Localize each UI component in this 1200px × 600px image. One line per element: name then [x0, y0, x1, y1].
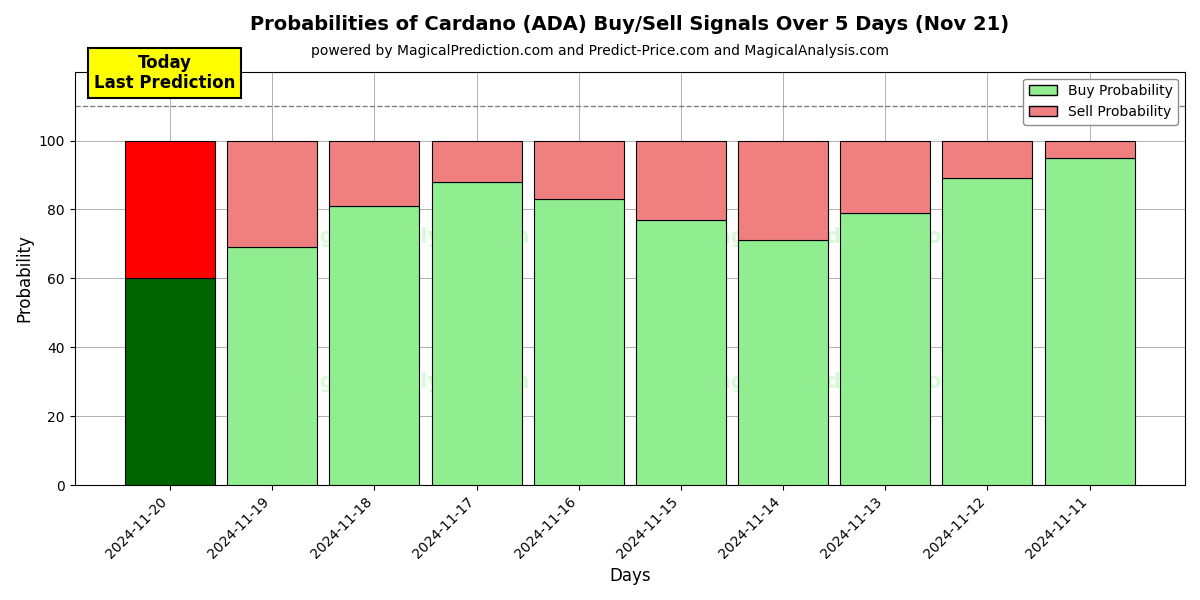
Bar: [432, 182, 522, 485]
Y-axis label: Probability: Probability: [16, 235, 34, 322]
Title: Probabilities of Cardano (ADA) Buy/Sell Signals Over 5 Days (Nov 21): Probabilities of Cardano (ADA) Buy/Sell …: [251, 15, 1009, 34]
Bar: [942, 178, 1032, 485]
Bar: [738, 140, 828, 241]
Bar: [738, 241, 828, 485]
Bar: [1045, 140, 1134, 158]
Bar: [534, 140, 624, 199]
Text: MagicalPrediction.com: MagicalPrediction.com: [696, 227, 964, 247]
Bar: [432, 140, 522, 182]
Text: Today
Last Prediction: Today Last Prediction: [95, 53, 235, 92]
Bar: [840, 213, 930, 485]
Text: MagicalAnalysis.com: MagicalAnalysis.com: [286, 372, 530, 392]
Bar: [227, 140, 317, 247]
Bar: [636, 220, 726, 485]
Bar: [330, 140, 419, 206]
Text: powered by MagicalPrediction.com and Predict-Price.com and MagicalAnalysis.com: powered by MagicalPrediction.com and Pre…: [311, 44, 889, 58]
Bar: [330, 206, 419, 485]
X-axis label: Days: Days: [610, 567, 650, 585]
Text: MagicalPrediction.com: MagicalPrediction.com: [696, 372, 964, 392]
Text: MagicalAnalysis.com: MagicalAnalysis.com: [286, 227, 530, 247]
Bar: [227, 247, 317, 485]
Bar: [125, 278, 215, 485]
Bar: [1045, 158, 1134, 485]
Bar: [125, 140, 215, 278]
Bar: [636, 140, 726, 220]
Legend: Buy Probability, Sell Probability: Buy Probability, Sell Probability: [1024, 79, 1178, 125]
Bar: [942, 140, 1032, 178]
Bar: [840, 140, 930, 213]
Bar: [534, 199, 624, 485]
